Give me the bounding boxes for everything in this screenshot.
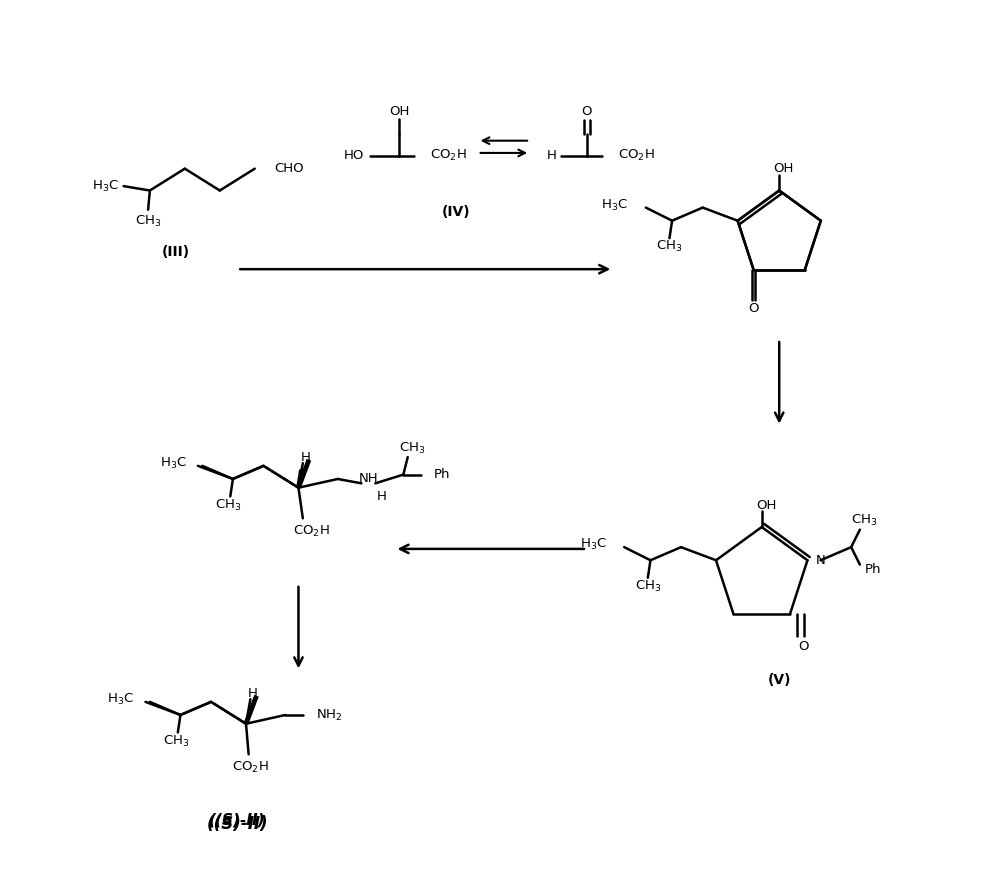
Text: N: N xyxy=(816,554,826,567)
Text: H$_3$C: H$_3$C xyxy=(579,537,606,552)
Text: (III): (III) xyxy=(162,245,190,258)
Text: CH$_3$: CH$_3$ xyxy=(216,497,242,512)
Text: CH$_3$: CH$_3$ xyxy=(851,513,877,528)
Text: HO: HO xyxy=(344,149,364,162)
Text: CO$_2$H: CO$_2$H xyxy=(294,524,330,539)
Text: H: H xyxy=(248,686,258,700)
Text: CO$_2$H: CO$_2$H xyxy=(617,148,654,163)
Text: CH$_3$: CH$_3$ xyxy=(135,213,162,228)
Text: O: O xyxy=(798,640,808,653)
Text: H$_3$C: H$_3$C xyxy=(601,197,628,212)
Text: CH$_3$: CH$_3$ xyxy=(656,240,682,255)
Text: (V): (V) xyxy=(767,673,791,687)
Text: OH: OH xyxy=(756,499,776,511)
Text: OH: OH xyxy=(773,163,794,175)
Text: Ph: Ph xyxy=(864,562,881,575)
Text: H$_3$C: H$_3$C xyxy=(107,692,134,707)
Text: H$_3$C: H$_3$C xyxy=(92,178,119,194)
Text: O: O xyxy=(581,106,592,118)
Text: CO$_2$H: CO$_2$H xyxy=(430,148,467,163)
Text: H$_3$C: H$_3$C xyxy=(160,456,187,471)
Text: CH$_3$: CH$_3$ xyxy=(163,733,189,749)
Text: CH$_3$: CH$_3$ xyxy=(399,440,426,456)
Text: ((S)-II): ((S)-II) xyxy=(207,815,268,833)
Text: ((S)-II): ((S)-II) xyxy=(209,813,266,828)
Text: H: H xyxy=(546,149,556,162)
Text: O: O xyxy=(748,303,759,315)
Text: OH: OH xyxy=(389,106,410,118)
Text: NH: NH xyxy=(359,472,379,486)
Text: Ph: Ph xyxy=(434,468,451,481)
Text: (IV): (IV) xyxy=(442,205,471,219)
Text: H: H xyxy=(301,450,311,464)
Text: NH$_2$: NH$_2$ xyxy=(316,708,343,723)
Text: CH$_3$: CH$_3$ xyxy=(634,579,661,594)
Text: CHO: CHO xyxy=(274,163,304,175)
Text: CO$_2$H: CO$_2$H xyxy=(232,760,269,775)
Text: H: H xyxy=(377,490,387,503)
